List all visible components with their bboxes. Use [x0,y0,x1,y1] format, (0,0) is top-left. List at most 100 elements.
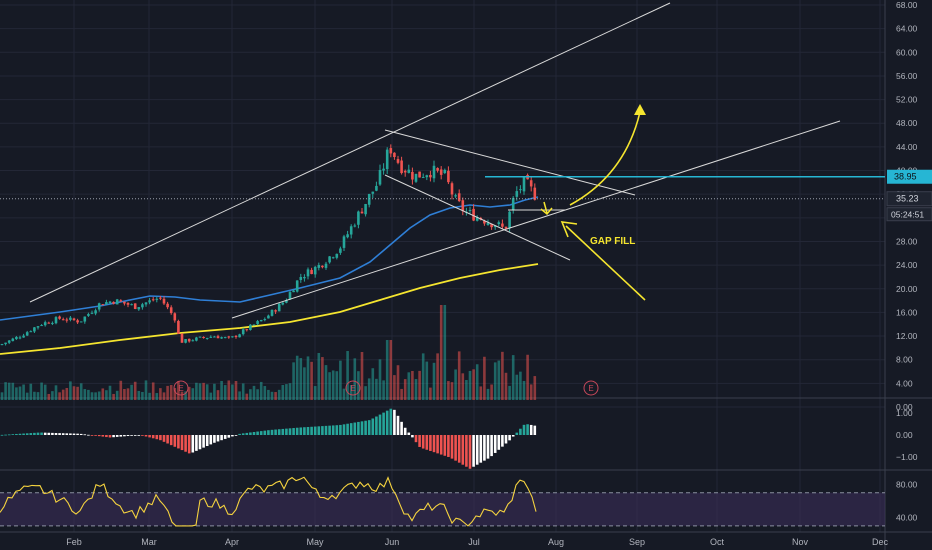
macd-bar [61,433,65,435]
up-arrow-curve [569,111,641,206]
volume-bar [238,391,241,400]
macd-bar [148,435,151,438]
volume-bar [364,386,367,400]
volume-bar [47,393,51,400]
countdown-label: 05:24:51 [891,210,924,220]
volume-bar [335,371,339,400]
candle-body [533,187,537,200]
volume-bar [43,384,47,400]
volume-bar [259,381,263,400]
macd-bar [144,435,148,437]
candle-body [288,292,292,300]
macd-bar [72,433,76,435]
macd-bar [252,432,256,435]
macd-bar [270,429,274,435]
macd-bar [162,435,166,442]
candle-body [436,168,439,171]
macd-bar [281,428,285,435]
rsi-tick-label: 40.00 [896,513,918,523]
candle-body [295,280,299,292]
candle-body [259,319,263,322]
macd-bar [245,432,249,435]
macd-bar [353,422,357,435]
macd-bar [130,435,133,436]
candle-body [126,303,130,305]
earnings-marker-circle [173,380,189,396]
candle-body [454,195,457,197]
candle-body [529,180,533,187]
macd-bar [202,435,205,448]
candle-body [522,177,526,192]
candle-body [162,298,166,304]
time-tick-label: Jun [385,537,400,547]
volume-bar [472,369,475,400]
volume-bar [40,382,43,400]
volume-bar [403,379,407,400]
macd-bar [493,435,497,453]
macd-bar [36,432,40,435]
macd-bar [285,428,288,435]
volume-bar [72,386,76,400]
macd-bar [378,414,382,435]
candle-body [400,160,403,174]
macd-bar [213,435,216,443]
macd-bar [241,433,245,435]
candle-body [267,315,270,319]
volume-bar [205,384,209,400]
candle-body [72,318,76,321]
candle-body [270,309,274,316]
sma-long-line [0,263,539,355]
volume-bar [79,383,83,400]
macd-bar [346,423,349,435]
volume-bar [209,392,213,400]
volume-bar [457,351,461,400]
volume-bar [151,382,155,400]
channel-upper-line [384,129,636,196]
macd-bar [335,425,339,435]
volume-bar [252,385,256,400]
volume-bar [328,372,331,400]
macd-bar [317,426,321,435]
small-arrow-line [543,201,548,214]
time-tick-label: May [306,537,324,547]
candle-body [292,290,295,293]
candle-body [97,303,101,310]
volume-bar [83,389,87,400]
candle-body [101,304,105,306]
candle-body [241,329,245,335]
macd-bar [522,424,526,435]
volume-bar [169,385,173,400]
volume-bar [310,361,313,400]
candle-body [493,225,497,228]
volume-bar [126,388,130,400]
candle-body [339,248,342,253]
candle-body [11,338,15,342]
price-tick-label: 24.00 [896,260,918,270]
volume-bar [231,384,234,400]
volume-bar [36,392,40,400]
macd-tick-label: 0.00 [896,430,913,440]
macd-bar [108,435,112,438]
volume-bar [288,383,292,400]
macd-bar [385,410,389,435]
macd-bar [29,433,33,435]
macd-bar [418,435,421,447]
candle-body [216,336,220,339]
macd-bar [364,420,367,435]
candle-body [504,226,508,229]
candle-body [389,148,393,154]
candle-body [33,327,36,332]
candle-body [439,169,443,175]
volume-bar [522,380,526,400]
macd-bar [515,432,519,435]
volume-bar [191,388,195,400]
indicator-lines [0,196,539,355]
earnings-marker-label: E [178,384,183,393]
candle-body [393,152,396,158]
candle-body [213,336,216,338]
level-label-box [887,169,932,184]
volume-bar [479,386,483,400]
macd-bar [288,428,292,435]
candle-body [324,263,328,268]
